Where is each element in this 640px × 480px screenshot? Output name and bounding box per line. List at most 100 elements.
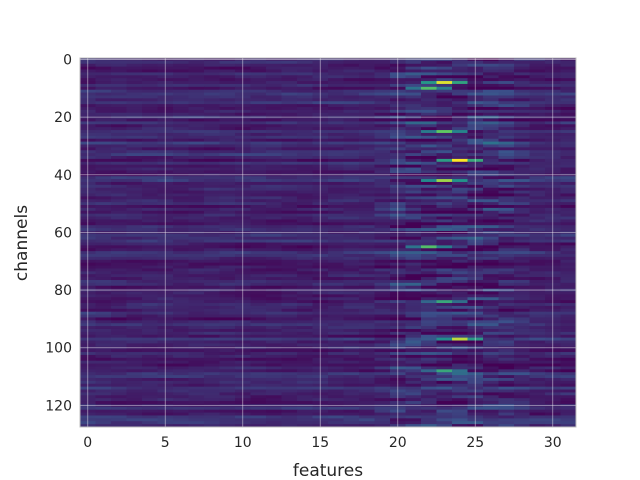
heatmap-cell bbox=[483, 205, 500, 209]
heatmap-cell bbox=[359, 421, 376, 425]
heatmap-cell bbox=[374, 141, 391, 146]
heatmap-cell bbox=[405, 181, 422, 186]
heatmap-cell bbox=[142, 69, 159, 74]
heatmap-cell bbox=[483, 297, 500, 301]
heatmap-cell bbox=[281, 395, 298, 399]
heatmap-cell bbox=[188, 83, 205, 88]
heatmap-cell bbox=[219, 161, 236, 166]
heatmap-cell bbox=[297, 377, 314, 382]
heatmap-cell bbox=[421, 207, 438, 212]
heatmap-cell bbox=[560, 202, 576, 206]
heatmap-cell bbox=[452, 291, 469, 295]
heatmap-cell bbox=[281, 60, 298, 65]
heatmap-cell bbox=[405, 421, 422, 425]
heatmap-cell bbox=[111, 380, 128, 385]
heatmap-cell bbox=[343, 141, 360, 146]
heatmap-cell bbox=[405, 205, 422, 209]
heatmap-cell bbox=[374, 242, 391, 246]
heatmap-cell bbox=[421, 285, 438, 290]
heatmap-cell bbox=[560, 282, 576, 287]
heatmap-cell bbox=[343, 181, 360, 186]
heatmap-cell bbox=[328, 251, 345, 255]
heatmap-cell bbox=[374, 409, 391, 414]
heatmap-cell bbox=[498, 109, 515, 114]
heatmap-cell bbox=[204, 291, 221, 295]
heatmap-cell bbox=[374, 401, 391, 405]
heatmap-cell bbox=[359, 144, 376, 148]
heatmap-cell bbox=[343, 63, 360, 68]
heatmap-cell bbox=[560, 109, 576, 114]
heatmap-cell bbox=[95, 259, 112, 264]
heatmap-cell bbox=[514, 395, 531, 399]
heatmap-cell bbox=[328, 63, 345, 68]
heatmap-cell bbox=[483, 213, 500, 218]
heatmap-cell bbox=[297, 170, 314, 174]
heatmap-cell bbox=[328, 375, 345, 379]
heatmap-cell bbox=[281, 343, 298, 347]
heatmap-cell bbox=[498, 418, 515, 422]
heatmap-cell bbox=[173, 167, 190, 172]
heatmap-cell bbox=[219, 412, 236, 417]
heatmap-cell bbox=[359, 89, 376, 94]
heatmap-cell bbox=[281, 285, 298, 290]
heatmap-cell bbox=[126, 421, 143, 425]
heatmap-cell bbox=[452, 363, 469, 368]
heatmap-cell bbox=[266, 323, 283, 327]
heatmap-cell bbox=[498, 190, 515, 195]
heatmap-cell bbox=[514, 305, 531, 310]
heatmap-cell bbox=[111, 271, 128, 275]
heatmap-cell bbox=[281, 219, 298, 223]
heatmap-cell bbox=[343, 205, 360, 209]
heatmap-cell bbox=[95, 406, 112, 411]
heatmap-cell bbox=[281, 138, 298, 143]
heatmap-cell bbox=[297, 259, 314, 264]
heatmap-cell bbox=[126, 161, 143, 166]
heatmap-cell bbox=[452, 392, 469, 396]
heatmap-cell bbox=[142, 95, 159, 99]
heatmap-cell bbox=[204, 202, 221, 206]
heatmap-cell bbox=[95, 311, 112, 316]
heatmap-cell bbox=[452, 334, 469, 339]
heatmap-cell bbox=[452, 222, 469, 226]
heatmap-cell bbox=[405, 248, 422, 252]
heatmap-cell bbox=[421, 98, 438, 102]
heatmap-cell bbox=[452, 236, 469, 241]
heatmap-cell bbox=[483, 228, 500, 232]
heatmap-cell bbox=[281, 81, 298, 85]
heatmap-cell bbox=[529, 153, 546, 157]
heatmap-cell bbox=[560, 242, 576, 246]
heatmap-cell bbox=[95, 95, 112, 99]
heatmap-cell bbox=[142, 354, 159, 359]
heatmap-cell bbox=[126, 242, 143, 246]
heatmap-cell bbox=[359, 193, 376, 197]
heatmap-cell bbox=[95, 207, 112, 212]
heatmap-cell bbox=[173, 271, 190, 275]
heatmap-cell bbox=[436, 150, 453, 154]
heatmap-cell bbox=[219, 383, 236, 388]
heatmap-cell bbox=[281, 150, 298, 154]
heatmap-cell bbox=[483, 271, 500, 275]
heatmap-cell bbox=[95, 412, 112, 417]
heatmap-cell bbox=[188, 176, 205, 180]
heatmap-cell bbox=[514, 328, 531, 333]
heatmap-cell bbox=[126, 308, 143, 313]
heatmap-cell bbox=[142, 75, 159, 79]
heatmap-cell bbox=[219, 392, 236, 396]
heatmap-cell bbox=[266, 107, 283, 111]
heatmap-cell bbox=[173, 268, 190, 272]
heatmap-cell bbox=[188, 89, 205, 94]
heatmap-cell bbox=[421, 135, 438, 140]
heatmap-cell bbox=[204, 179, 221, 183]
heatmap-cell bbox=[421, 112, 438, 117]
heatmap-cell bbox=[343, 323, 360, 327]
heatmap-cell bbox=[281, 389, 298, 393]
heatmap-cell bbox=[188, 392, 205, 396]
heatmap-cell bbox=[359, 95, 376, 99]
heatmap-cell bbox=[219, 78, 236, 82]
heatmap-cell bbox=[297, 300, 314, 304]
heatmap-cell bbox=[111, 104, 128, 108]
heatmap-cell bbox=[297, 409, 314, 414]
heatmap-cell bbox=[560, 259, 576, 264]
heatmap-cell bbox=[266, 409, 283, 414]
heatmap-cell bbox=[359, 205, 376, 209]
